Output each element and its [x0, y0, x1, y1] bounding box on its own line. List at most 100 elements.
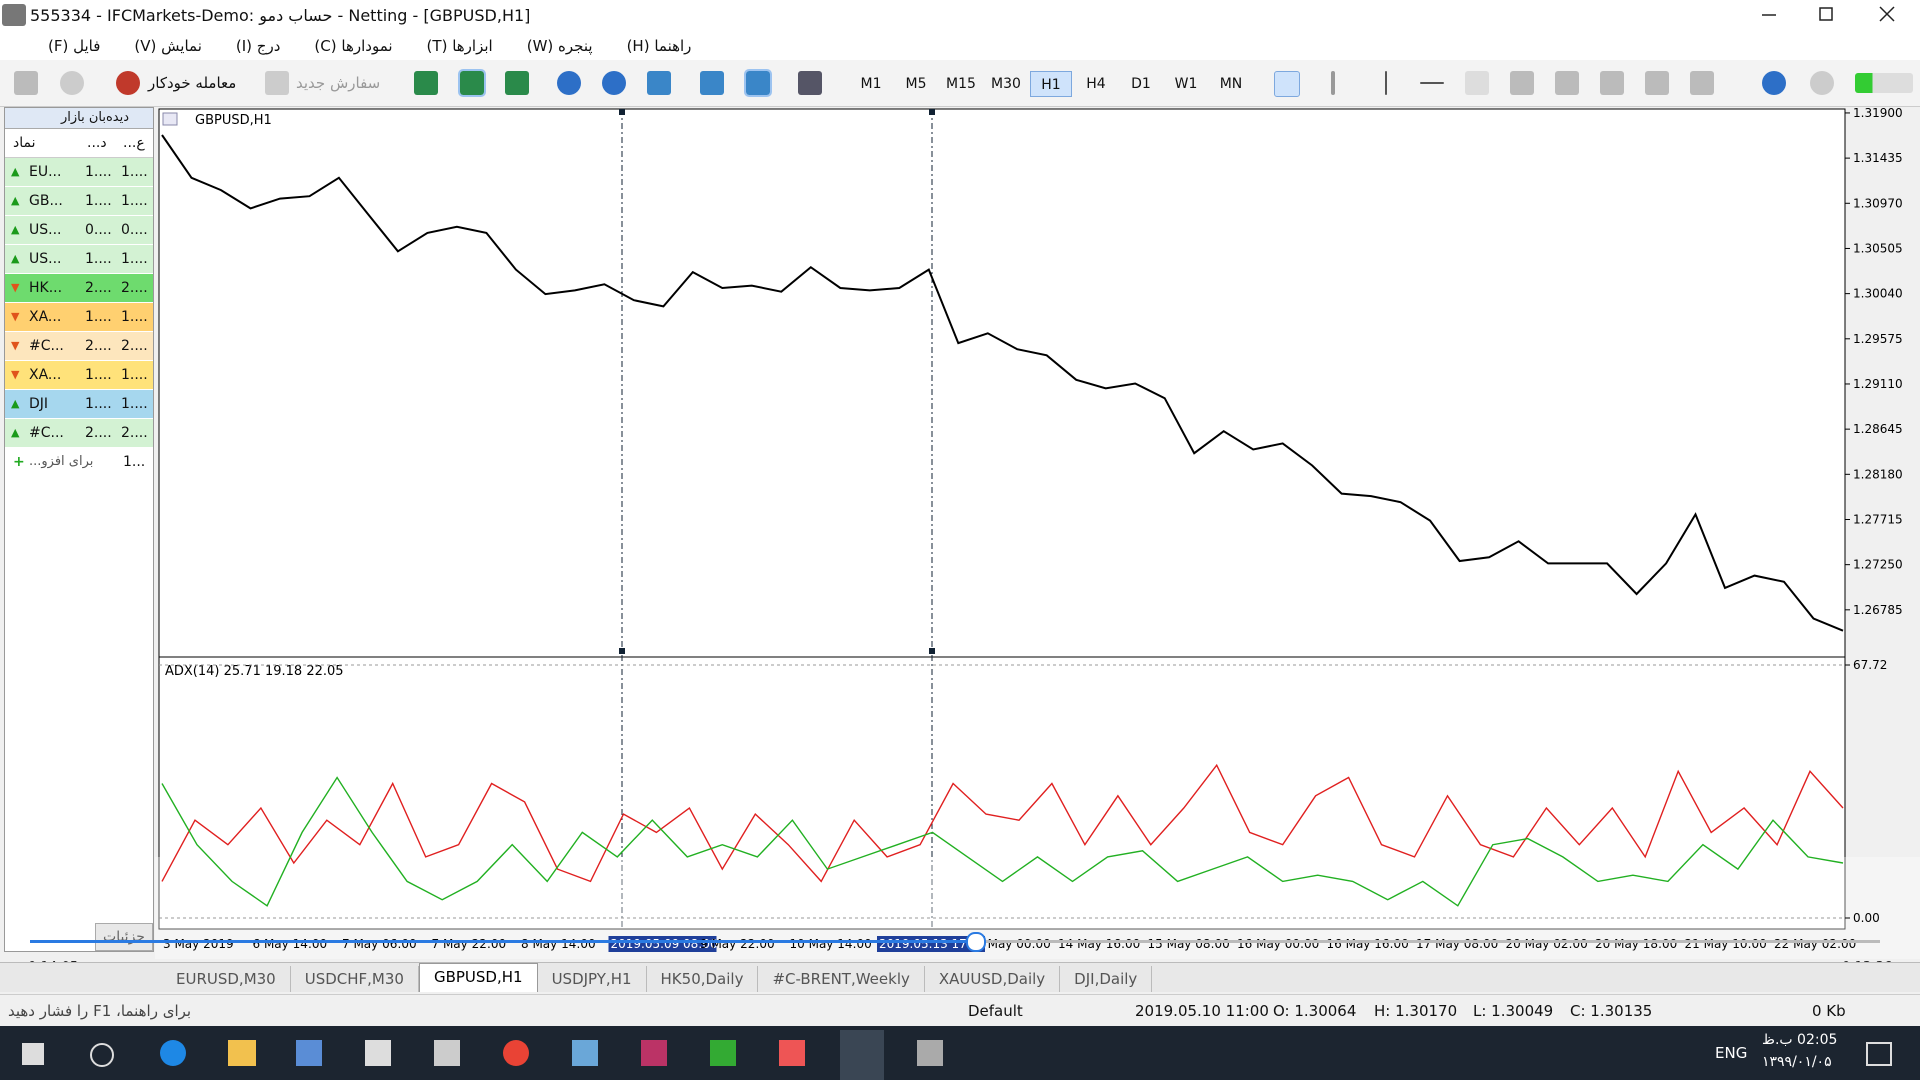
- market-watch-row[interactable]: ▲ #C... 2.... 2....: [5, 419, 153, 448]
- auto-trading-icon[interactable]: [116, 71, 140, 95]
- chart-label: GBPUSD,H1: [195, 113, 272, 128]
- menu-item[interactable]: نمایش (V): [134, 37, 202, 55]
- zoom-out[interactable]: [602, 71, 626, 95]
- add-symbol-row[interactable]: + برای افزو... 1...: [5, 448, 153, 477]
- symbol: XA...: [29, 367, 62, 383]
- clock-time: 02:05 ب.ظ: [1762, 1032, 1838, 1048]
- tool-icon[interactable]: [60, 71, 84, 95]
- market-watch-row[interactable]: ▲ GB... 1.... 1....: [5, 187, 153, 216]
- taskbar-app[interactable]: [503, 1040, 529, 1066]
- chart-tab[interactable]: HK50,Daily: [647, 966, 759, 992]
- cursor-tool[interactable]: [1274, 71, 1300, 97]
- chart-tab[interactable]: USDJPY,H1: [538, 966, 647, 992]
- tool-icon[interactable]: [14, 71, 38, 95]
- bid: 1....: [85, 251, 112, 267]
- search-button[interactable]: [90, 1043, 114, 1067]
- tool-icon[interactable]: [798, 71, 822, 95]
- tool-icon[interactable]: [647, 71, 671, 95]
- tool-icon[interactable]: [1510, 71, 1534, 95]
- chart-tab[interactable]: USDCHF,M30: [291, 966, 419, 992]
- taskbar-app[interactable]: [710, 1040, 736, 1066]
- profile[interactable]: Default: [968, 1002, 1023, 1020]
- market-watch-row[interactable]: ▼ XA... 1.... 1....: [5, 303, 153, 332]
- tool-icon[interactable]: [1690, 71, 1714, 95]
- taskbar-app[interactable]: [779, 1040, 805, 1066]
- tool-icon[interactable]: [1645, 71, 1669, 95]
- trendline-tool[interactable]: [1465, 71, 1489, 95]
- chart-tab[interactable]: #C-BRENT,Weekly: [758, 966, 925, 992]
- notifications[interactable]: [1866, 1042, 1892, 1066]
- timeframe-button[interactable]: W1: [1174, 76, 1198, 92]
- timeframe-button[interactable]: M15: [946, 76, 976, 92]
- start-button[interactable]: [22, 1043, 44, 1065]
- auto-trading[interactable]: معامله خودکار: [148, 74, 237, 92]
- tool-icon[interactable]: [505, 71, 529, 95]
- timeframe-button[interactable]: H1: [1030, 71, 1072, 97]
- details-tab[interactable]: جزئیات: [95, 923, 153, 951]
- column-header: د...: [87, 135, 107, 151]
- menu-item[interactable]: فایل (F): [48, 37, 101, 55]
- line-handle[interactable]: [619, 648, 625, 654]
- chart-tab[interactable]: XAUUSD,Daily: [925, 966, 1061, 992]
- timeframe-button[interactable]: H4: [1086, 76, 1106, 92]
- tool-icon[interactable]: [458, 69, 486, 97]
- line-handle[interactable]: [929, 648, 935, 654]
- market-watch: دیده‌بان بازار نماد د... ع... ▲ EU... 1...…: [4, 107, 154, 952]
- timeframe-button[interactable]: D1: [1131, 76, 1151, 92]
- menu-item[interactable]: درج (I): [235, 37, 281, 55]
- menu-item[interactable]: پنجره (W): [526, 37, 593, 55]
- series-line: [161, 134, 1844, 632]
- tool-icon[interactable]: [1555, 71, 1579, 95]
- chart-tab[interactable]: GBPUSD,H1: [418, 963, 538, 992]
- taskbar-app[interactable]: [296, 1040, 322, 1066]
- taskbar-app[interactable]: [917, 1040, 943, 1066]
- timeframe-button[interactable]: M1: [860, 76, 882, 92]
- add-symbol[interactable]: برای افزو...: [29, 454, 94, 469]
- window-controls[interactable]: [1740, 0, 1920, 32]
- taskbar-app[interactable]: [572, 1040, 598, 1066]
- menu-item[interactable]: نمودارها (C): [314, 37, 393, 55]
- chart-tab[interactable]: EURUSD,M30: [162, 966, 291, 992]
- search[interactable]: [1762, 71, 1786, 95]
- hline-tool[interactable]: [1420, 82, 1444, 84]
- menu-item[interactable]: ابزارها (T): [426, 37, 493, 55]
- restore[interactable]: [1819, 7, 1833, 21]
- timeframe-button[interactable]: MN: [1219, 76, 1243, 92]
- taskbar-app[interactable]: [365, 1040, 391, 1066]
- timeframe-button[interactable]: M5: [905, 76, 927, 92]
- crosshair-tool[interactable]: [1331, 71, 1335, 95]
- line-handle[interactable]: [619, 109, 625, 115]
- new-order[interactable]: سفارش جدید: [296, 74, 381, 92]
- tool-icon[interactable]: [744, 69, 772, 97]
- tool-icon[interactable]: [1600, 71, 1624, 95]
- taskbar-app[interactable]: [434, 1040, 460, 1066]
- y-tick-label: 0.00: [1853, 911, 1880, 925]
- new-order-icon[interactable]: [265, 71, 289, 95]
- series-line: [161, 776, 1844, 907]
- taskbar-app-active[interactable]: [840, 1030, 884, 1080]
- market-watch-row[interactable]: ▲ EU... 1.... 1....: [5, 158, 153, 187]
- menu-item[interactable]: راهنما (H): [626, 37, 692, 55]
- market-watch-row[interactable]: ▲ US... 1.... 1....: [5, 245, 153, 274]
- market-watch-row[interactable]: ▼ XA... 1.... 1....: [5, 361, 153, 390]
- vline-tool[interactable]: [1385, 71, 1387, 95]
- close[interactable]: [1879, 6, 1895, 22]
- market-watch-row[interactable]: ▲ US... 0.... 0....: [5, 216, 153, 245]
- tool-icon[interactable]: [414, 71, 438, 95]
- language[interactable]: ENG: [1715, 1044, 1748, 1062]
- taskbar-app[interactable]: [641, 1040, 667, 1066]
- chat[interactable]: [1810, 71, 1834, 95]
- market-watch-row[interactable]: ▲ DJI 1.... 1....: [5, 390, 153, 419]
- market-watch-row[interactable]: ▼ HK... 2.... 2....: [5, 274, 153, 303]
- line-handle[interactable]: [929, 109, 935, 115]
- help-text: برای راهنما، F1 را فشار دهید: [8, 1002, 192, 1020]
- taskbar-app[interactable]: [160, 1040, 186, 1066]
- market-watch-row[interactable]: ▼ #C... 2.... 2....: [5, 332, 153, 361]
- video-progress[interactable]: [30, 940, 975, 943]
- timeframe-button[interactable]: M30: [991, 76, 1021, 92]
- tool-icon[interactable]: [700, 71, 724, 95]
- chart-tab[interactable]: DJI,Daily: [1060, 966, 1153, 992]
- zoom-in[interactable]: [557, 71, 581, 95]
- taskbar-app[interactable]: [228, 1040, 256, 1066]
- video-scrubber[interactable]: [966, 932, 986, 952]
